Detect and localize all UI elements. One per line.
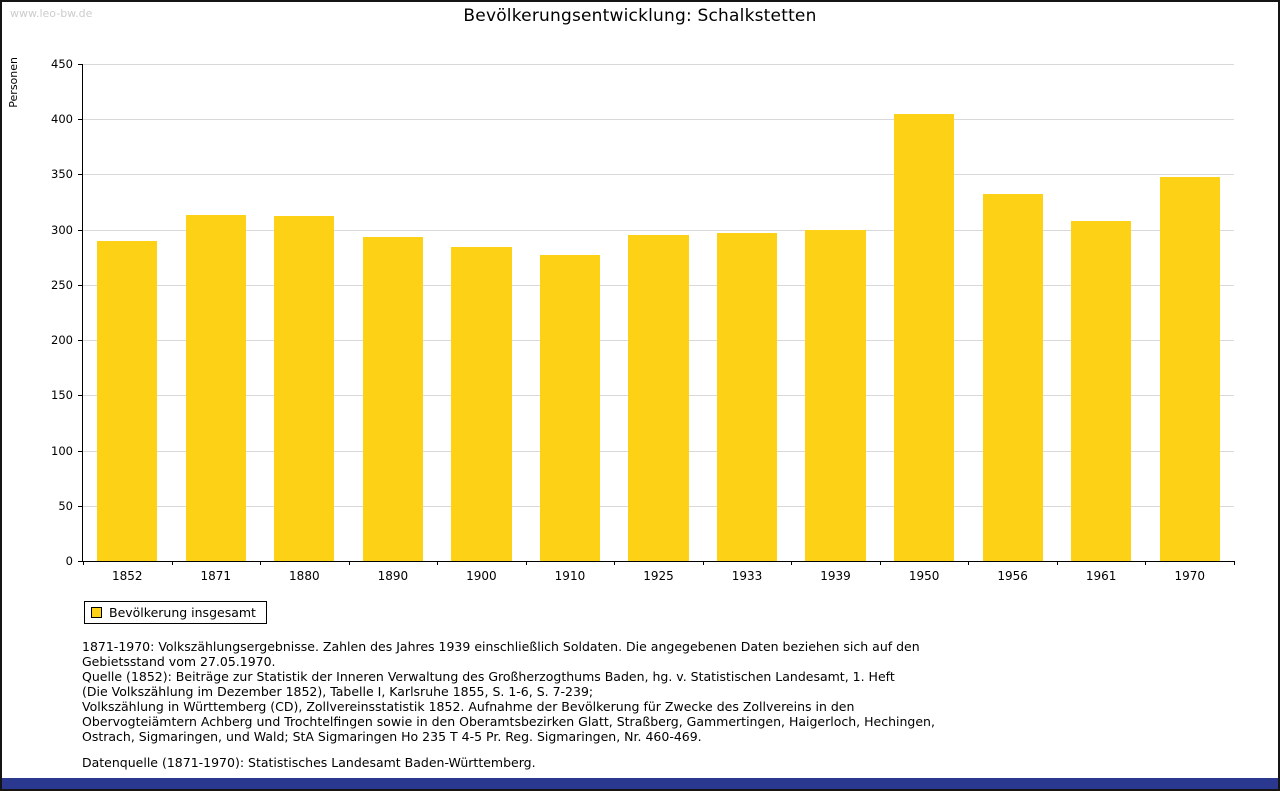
x-tick-mark <box>791 561 793 565</box>
x-tick-label: 1925 <box>643 569 674 583</box>
footnote-line: Volkszählung in Württemberg (CD), Zollve… <box>82 699 855 714</box>
x-tick-label: 1852 <box>111 569 143 583</box>
y-tick-mark <box>78 64 83 65</box>
legend-swatch <box>91 607 102 618</box>
bar-1939 <box>805 229 866 561</box>
x-tick-label: 1933 <box>731 569 763 583</box>
y-tick-mark <box>78 505 83 507</box>
footnote-line: Ostrach, Sigmaringen, und Wald; StA Sigm… <box>82 729 702 744</box>
x-tick-mark <box>525 561 527 565</box>
bar-1950 <box>894 113 955 561</box>
legend-label: Bevölkerung insgesamt <box>109 605 256 620</box>
x-tick-label: 1900 <box>466 569 497 583</box>
x-tick-mark <box>614 561 616 565</box>
y-tick-label: 100 <box>51 443 73 458</box>
plot-area: 0 50 100 150 200 250 300 350 400 450 1852 1871 1880 1… <box>51 57 1235 583</box>
bar-1890 <box>362 237 423 561</box>
y-axis-label: Personen <box>7 57 20 108</box>
y-tick-mark <box>78 284 83 286</box>
footnote-line: (Die Volkszählung im Dezember 1852), Tab… <box>82 684 594 699</box>
x-tick-label: 1950 <box>908 569 940 583</box>
chart-title: Bevölkerungsentwicklung: Schalkstetten <box>463 6 817 26</box>
y-tick-mark <box>78 450 83 452</box>
watermark: www.leo-bw.de <box>10 7 93 20</box>
x-tick-mark <box>260 561 262 565</box>
x-tick-mark <box>1145 561 1147 565</box>
bar-1925 <box>628 235 689 561</box>
footnotes: 1871-1970: Volkszählungsergebnisse. Zahl… <box>82 639 1222 770</box>
x-tick-label: 1890 <box>377 569 409 583</box>
x-tick-label: 1880 <box>289 569 320 583</box>
y-tick-mark <box>78 119 83 121</box>
y-tick-mark <box>78 174 83 176</box>
y-tick-mark <box>78 395 83 397</box>
bar-1880 <box>274 216 335 561</box>
x-tick-mark <box>437 561 439 565</box>
y-tick-label: 400 <box>51 112 73 127</box>
y-tick-label: 350 <box>51 167 73 182</box>
footer-bar <box>2 778 1278 789</box>
footnote-line: Datenquelle (1871-1970): Statistisches L… <box>82 755 536 770</box>
y-tick-label: 0 <box>65 554 73 568</box>
bar-1933 <box>716 232 778 561</box>
x-tick-mark <box>83 561 84 565</box>
bar-1910 <box>539 255 601 561</box>
bar-1970 <box>1159 176 1220 561</box>
legend: Bevölkerung insgesamt <box>84 601 267 624</box>
y-tick-label: 250 <box>51 277 73 292</box>
x-tick-label: 1956 <box>997 569 1028 583</box>
x-tick-label: 1871 <box>200 569 232 583</box>
gridline <box>83 119 1234 121</box>
gridline <box>83 229 1234 231</box>
y-tick-label: 150 <box>51 388 73 403</box>
gridline <box>83 64 1234 65</box>
bar-1956 <box>982 194 1043 561</box>
footnote-line: 1871-1970: Volkszählungsergebnisse. Zahl… <box>82 639 920 654</box>
x-tick-mark <box>348 561 350 565</box>
y-tick-label: 300 <box>51 222 73 237</box>
x-tick-mark <box>1056 561 1058 565</box>
footnote-spacer <box>82 744 1222 755</box>
y-tick-mark <box>78 340 83 342</box>
x-tick-mark <box>1234 561 1235 565</box>
x-tick-label: 1970 <box>1174 569 1205 583</box>
footnote-line: Quelle (1852): Beiträge zur Statistik de… <box>82 669 895 684</box>
footnote-line: Obervogteiämtern Achberg und Trochtelfin… <box>82 714 935 729</box>
bar-1961 <box>1071 220 1132 561</box>
y-tick-label: 450 <box>51 57 73 71</box>
bar-1871 <box>185 215 246 561</box>
footnote-line: Gebietsstand vom 27.05.1970. <box>82 654 276 669</box>
x-tick-label: 1939 <box>820 569 851 583</box>
x-tick-mark <box>968 561 970 565</box>
y-tick-mark <box>78 229 83 231</box>
x-tick-label: 1910 <box>554 569 586 583</box>
bar-1852 <box>97 240 158 561</box>
bar-1900 <box>451 247 512 561</box>
x-tick-mark <box>702 561 704 565</box>
y-tick-mark <box>78 561 83 562</box>
x-tick-label: 1961 <box>1085 569 1117 583</box>
gridline <box>83 174 1234 176</box>
y-tick-label: 50 <box>58 498 73 513</box>
x-tick-mark <box>171 561 173 565</box>
x-tick-mark <box>879 561 881 565</box>
y-tick-label: 200 <box>51 333 73 348</box>
